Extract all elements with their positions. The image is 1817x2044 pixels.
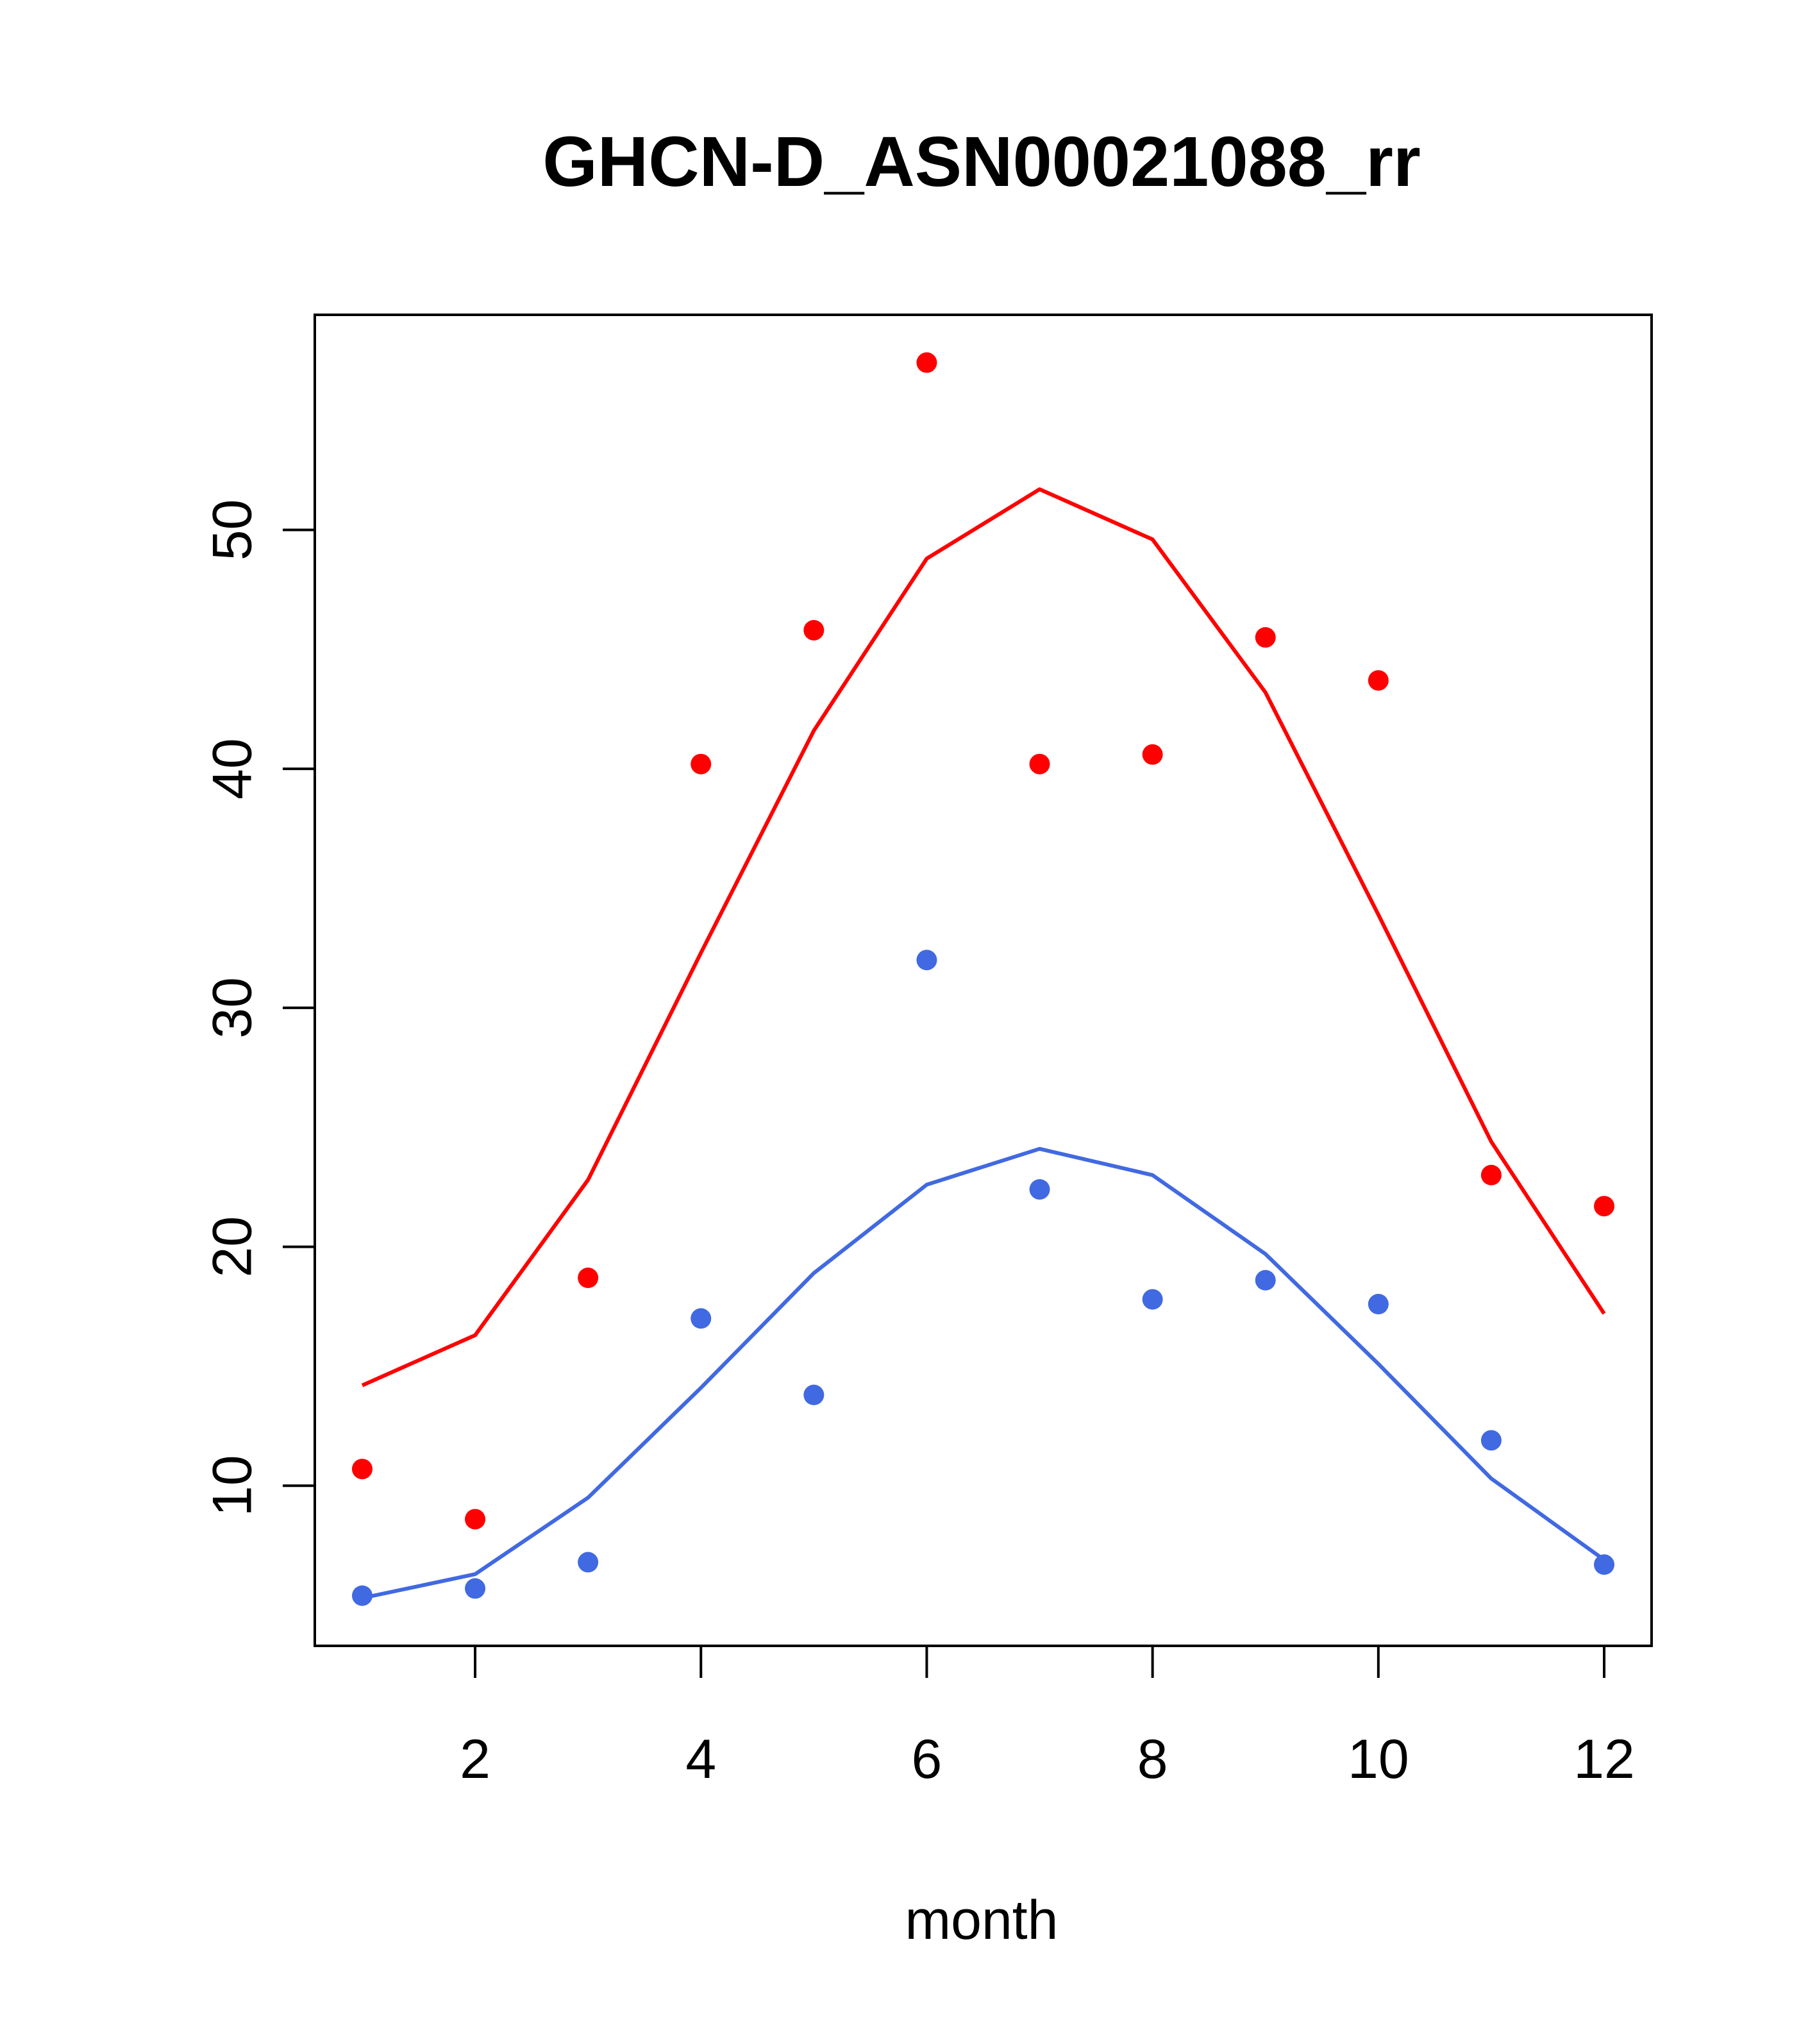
series-2 xyxy=(351,950,1615,1606)
data-point xyxy=(1255,627,1276,648)
y-tick-label: 10 xyxy=(202,1455,264,1516)
x-tick-label: 2 xyxy=(460,1729,490,1790)
data-point xyxy=(1142,1289,1163,1310)
series-line xyxy=(361,487,1606,1387)
x-tick-label: 10 xyxy=(1348,1729,1409,1790)
data-point xyxy=(691,1308,712,1329)
x-tick-label: 6 xyxy=(912,1729,942,1790)
x-tick-label: 12 xyxy=(1573,1729,1635,1790)
series-1 xyxy=(351,352,1615,1530)
data-point xyxy=(578,1552,599,1573)
chart-title: GHCN-D_ASN00021088_rr xyxy=(542,122,1421,201)
data-point xyxy=(1480,1430,1502,1451)
data-point xyxy=(1368,670,1389,691)
y-tick-label: 30 xyxy=(202,977,264,1039)
x-axis: 2 4 6 8 10 12 xyxy=(460,1645,1635,1790)
data-point xyxy=(465,1509,486,1530)
data-point xyxy=(1368,1294,1389,1315)
y-axis: 10 20 30 40 50 xyxy=(202,499,316,1516)
plot-frame xyxy=(314,314,1653,1647)
data-point xyxy=(1480,1164,1502,1185)
data-point xyxy=(351,1585,373,1606)
data-point xyxy=(916,352,937,373)
data-point xyxy=(351,1459,373,1480)
series-line xyxy=(362,1146,1605,1600)
data-point xyxy=(916,950,937,971)
data-point xyxy=(578,1268,599,1289)
y-tick-label: 40 xyxy=(202,738,264,800)
data-point xyxy=(691,753,712,775)
data-point xyxy=(1594,1554,1615,1575)
data-point xyxy=(1255,1269,1276,1291)
x-axis-label: month xyxy=(905,1889,1058,1951)
data-point xyxy=(1029,753,1050,775)
y-tick-label: 20 xyxy=(202,1216,264,1278)
data-point xyxy=(465,1578,486,1599)
data-point xyxy=(803,619,825,641)
data-point xyxy=(803,1384,825,1405)
series-layer xyxy=(351,352,1615,1606)
data-point xyxy=(1594,1196,1615,1217)
data-point xyxy=(1029,1179,1050,1200)
y-tick-label: 50 xyxy=(202,499,264,561)
x-tick-label: 8 xyxy=(1137,1729,1168,1790)
data-point xyxy=(1142,744,1163,765)
x-tick-label: 4 xyxy=(685,1729,716,1790)
